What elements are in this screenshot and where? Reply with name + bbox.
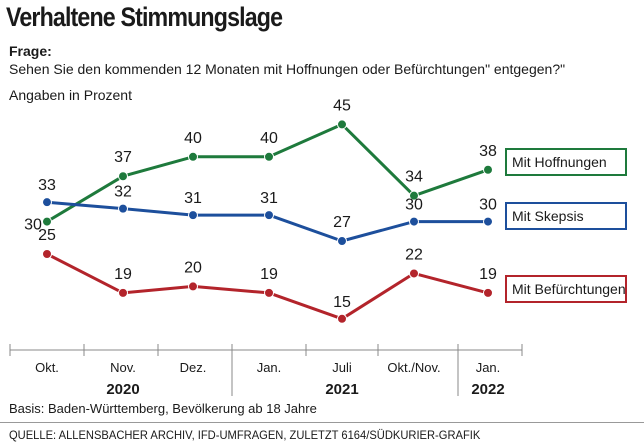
series-mit-skepsis xyxy=(42,197,493,247)
legend-box-1 xyxy=(505,202,627,230)
line-chart: Okt. Nov. Dez. Jan. Juli Okt./Nov. Jan.2020 202… xyxy=(9,97,627,398)
value-label-2-2: 20 xyxy=(184,259,202,276)
legend-box-2 xyxy=(505,275,627,303)
data-point-1-1 xyxy=(118,203,128,214)
data-point-0-1 xyxy=(118,171,128,182)
x-tick-label-3: Jan. xyxy=(257,360,282,375)
value-label-0-2: 40 xyxy=(184,130,202,147)
value-label-1-2: 31 xyxy=(184,190,202,207)
value-label-1-3: 31 xyxy=(260,190,278,207)
value-label-0-0: 30 xyxy=(24,217,42,234)
value-label-1-1: 32 xyxy=(114,184,132,201)
legend: Mit Hoffnungen Mit Skepsis Mit Befürchtung… xyxy=(505,148,627,303)
year-label-2021: 2021 xyxy=(325,381,358,398)
series-line-2 xyxy=(46,252,489,321)
value-label-1-5: 30 xyxy=(405,197,423,214)
x-tick-label-2: Dez. xyxy=(180,360,207,375)
legend-label-2: Mit Befürchtungen xyxy=(512,281,626,297)
data-point-2-0 xyxy=(42,249,52,259)
series-mit-hoffnungen xyxy=(42,119,493,227)
x-tick-label-4: Juli xyxy=(332,360,352,375)
data-point-0-4 xyxy=(337,119,347,130)
value-label-1-0: 33 xyxy=(38,177,56,194)
x-axis: Okt. Nov. Dez. Jan. Juli Okt./Nov. Jan. 2020 202… xyxy=(9,344,523,398)
question-text: Sehen Sie den kommenden 12 Monaten mit H… xyxy=(9,61,566,77)
data-point-2-4 xyxy=(337,313,347,324)
source-note: QUELLE: ALLENSBACHER ARCHIV, IFD-UMFRAGE… xyxy=(9,428,481,442)
divider xyxy=(0,422,644,423)
data-point-2-5 xyxy=(409,268,419,279)
legend-item-2: Mit Befürchtungen xyxy=(505,275,627,303)
value-label-2-4: 15 xyxy=(333,294,351,311)
data-point-0-6 xyxy=(483,164,493,175)
legend-item-0: Mit Hoffnungen xyxy=(505,148,627,176)
legend-item-1: Mit Skepsis xyxy=(505,202,627,230)
value-label-0-6: 38 xyxy=(479,143,497,160)
value-label-0-3: 40 xyxy=(260,130,278,147)
data-point-2-2 xyxy=(188,281,198,292)
unit-note: Angaben in Prozent xyxy=(9,87,132,103)
data-point-1-3 xyxy=(264,210,274,221)
basis-note: Basis: Baden-Württemberg, Bevölkerung ab… xyxy=(9,401,317,416)
legend-label-0: Mit Hoffnungen xyxy=(512,154,607,170)
x-tick-label-1: Nov. xyxy=(110,360,136,375)
value-label-2-5: 22 xyxy=(405,246,423,263)
data-point-1-6 xyxy=(483,216,493,227)
value-label-2-0: 25 xyxy=(38,227,56,244)
data-point-0-3 xyxy=(264,151,274,162)
value-label-2-1: 19 xyxy=(114,266,132,283)
data-point-2-3 xyxy=(264,287,274,298)
value-label-2-3: 19 xyxy=(260,266,278,283)
data-point-1-0 xyxy=(42,197,52,208)
data-point-1-5 xyxy=(409,216,419,227)
year-label-2020: 2020 xyxy=(106,381,139,398)
series-mit-bef-rchtungen xyxy=(42,249,493,324)
data-point-0-2 xyxy=(188,151,198,162)
value-label-2-6: 19 xyxy=(479,266,497,283)
data-point-0-5 xyxy=(409,190,419,201)
data-point-1-2 xyxy=(188,210,198,221)
x-tick-label-6: Jan. xyxy=(476,360,501,375)
value-label-0-1: 37 xyxy=(114,149,132,166)
chart-title: Verhaltene Stimmungslage xyxy=(6,2,283,32)
value-label-1-4: 27 xyxy=(333,214,351,231)
question-label: Frage: xyxy=(9,43,52,59)
x-tick-label-0: Okt. xyxy=(35,360,59,375)
value-label-0-4: 45 xyxy=(333,97,351,114)
data-point-0-0 xyxy=(42,216,52,227)
value-label-0-5: 34 xyxy=(405,169,423,186)
legend-label-1: Mit Skepsis xyxy=(512,208,584,224)
legend-box-0 xyxy=(505,148,627,176)
x-tick-label-5: Okt./Nov. xyxy=(387,360,440,375)
data-point-2-6 xyxy=(483,287,493,298)
value-label-1-6: 30 xyxy=(479,197,497,214)
year-label-2022: 2022 xyxy=(471,381,504,398)
data-point-1-4 xyxy=(337,236,347,247)
data-point-2-1 xyxy=(118,287,128,298)
